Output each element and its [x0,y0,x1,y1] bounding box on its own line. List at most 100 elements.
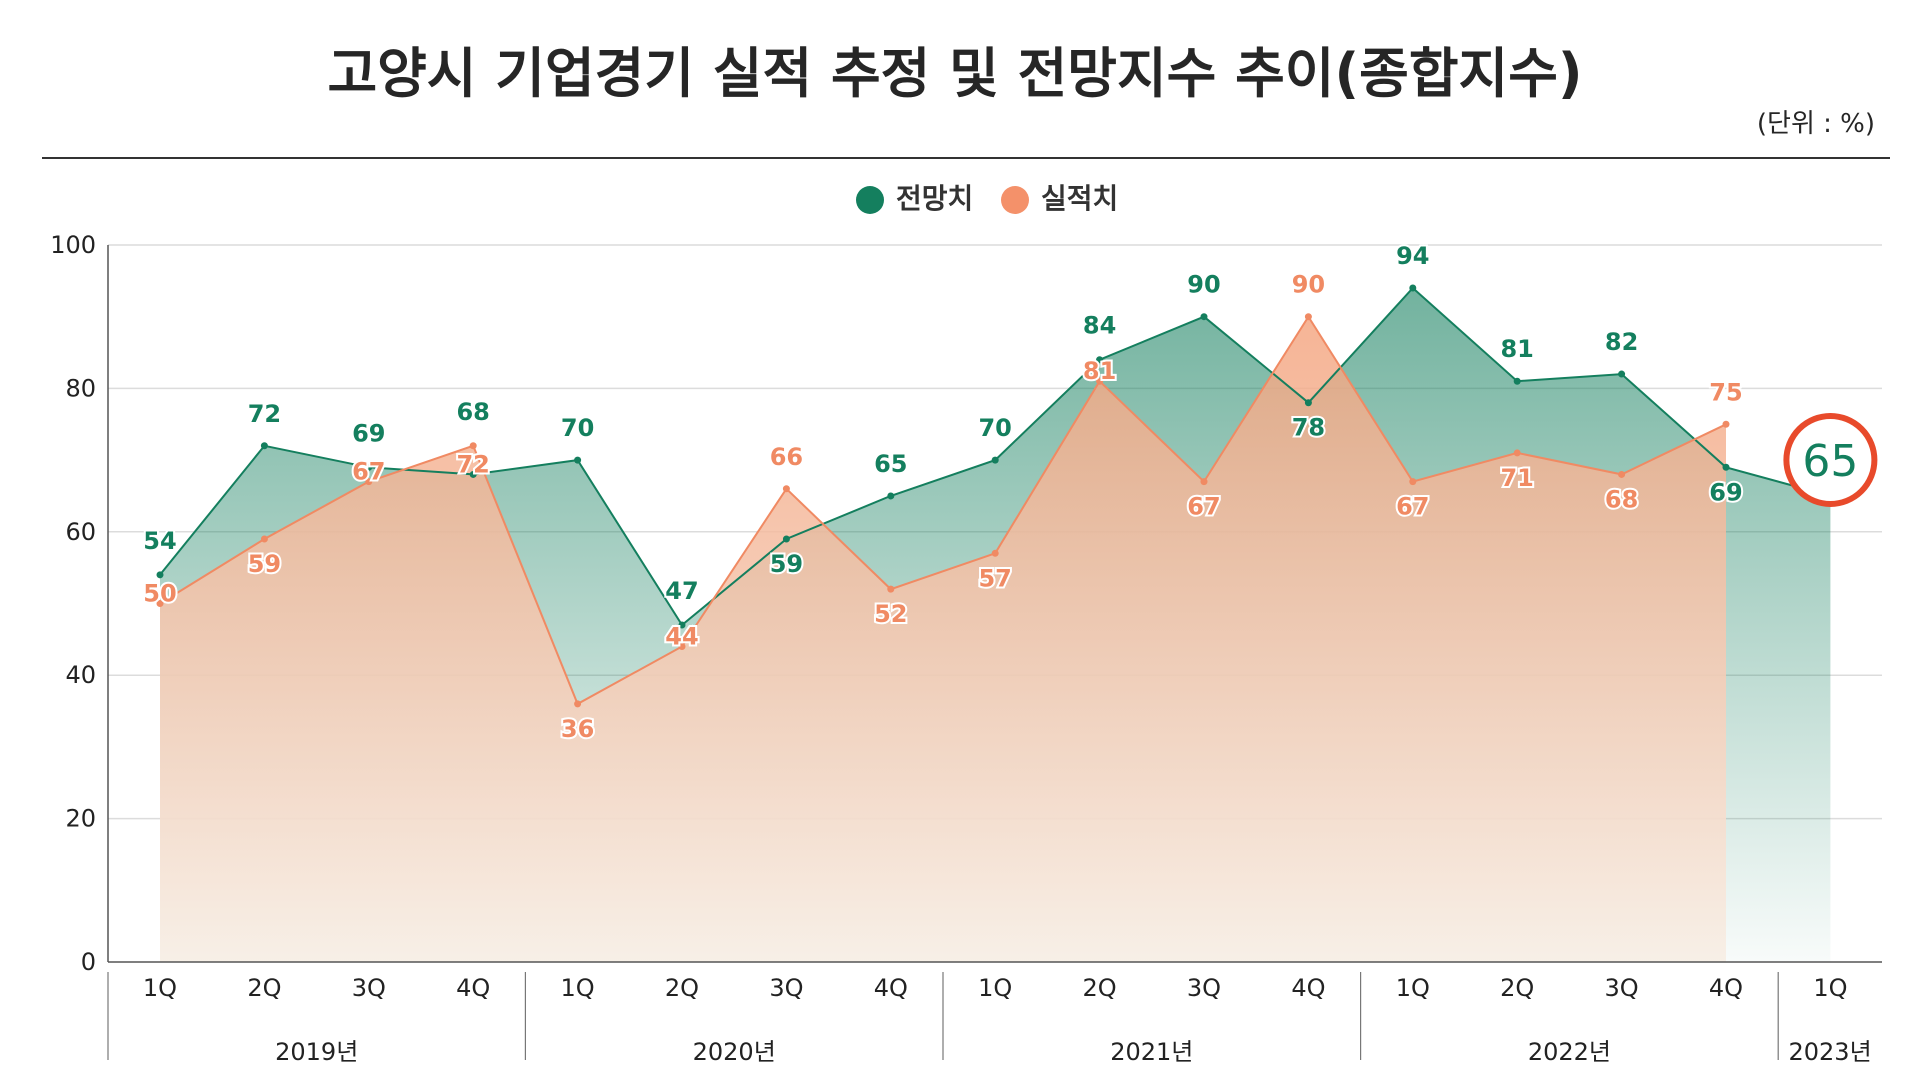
actual-data-label: 68 [1605,485,1638,513]
forecast-data-label: 65 [874,450,907,478]
actual-point [1200,478,1208,486]
forecast-point [782,535,790,543]
actual-data-label: 72 [456,450,489,478]
actual-point [1096,377,1104,385]
x-category-label: 3Q [1605,974,1639,1002]
x-category-label: 2Q [1083,974,1117,1002]
actual-point [887,585,895,593]
legend-actual-marker [1001,186,1029,214]
actual-point [1722,420,1730,428]
actual-data-label: 67 [1396,493,1429,521]
x-category-label: 1Q [1813,974,1847,1002]
forecast-data-label: 70 [978,414,1011,442]
actual-point [678,643,686,651]
y-tick-label: 60 [65,518,96,546]
forecast-data-label: 59 [770,550,803,578]
legend-forecast-label: 전망치 [896,182,973,215]
forecast-point [678,621,686,629]
forecast-data-label: 82 [1605,328,1638,356]
actual-point [991,549,999,557]
y-tick-label: 20 [65,805,96,833]
y-tick-label: 0 [81,948,96,976]
highlight-callout: 65 [1783,412,1878,507]
x-category-label: 3Q [1187,974,1221,1002]
x-category-label: 3Q [769,974,803,1002]
actual-data-label: 36 [561,715,594,743]
actual-data-label: 57 [978,564,1011,592]
x-year-label: 2022년 [1528,1038,1611,1066]
actual-data-label: 66 [770,443,803,471]
highlight-ring [1783,412,1878,507]
actual-data-label: 75 [1709,378,1742,406]
actual-data-label: 90 [1292,271,1325,299]
highlight-value: 65 [1802,436,1858,487]
x-category-label: 4Q [1709,974,1743,1002]
x-year-label: 2019년 [275,1038,358,1066]
forecast-point [1722,463,1730,471]
forecast-data-label: 72 [248,400,281,428]
actual-data-label: 81 [1083,357,1116,385]
x-category-label: 1Q [143,974,177,1002]
forecast-point [365,463,373,471]
forecast-data-label: 84 [1083,312,1116,340]
forecast-point [991,456,999,464]
forecast-point [1304,399,1312,407]
actual-data-label: 67 [352,458,385,486]
actual-data-label: 50 [143,580,176,608]
x-year-label: 2021년 [1110,1038,1193,1066]
legend-forecast-marker [856,186,884,214]
actual-point [1618,470,1626,478]
y-tick-label: 80 [65,374,96,402]
actual-point [156,600,164,607]
forecast-data-label: 70 [561,414,594,442]
x-category-label: 1Q [561,974,595,1002]
actual-area [160,316,1726,962]
chart-title: 고양시 기업경기 실적 추정 및 전망지수 추이(종합지수) [327,42,1582,105]
actual-point [1409,478,1417,486]
forecast-data-label: 69 [1709,478,1742,506]
forecast-data-label: 68 [456,398,489,426]
unit-label: (단위 : %) [1757,109,1875,139]
forecast-point [260,442,268,450]
x-category-label: 1Q [978,974,1012,1002]
forecast-point [156,571,164,579]
actual-point [574,700,582,708]
forecast-data-label: 54 [143,527,176,555]
forecast-point [1618,370,1626,378]
actual-data-label: 59 [248,550,281,578]
forecast-data-label: 90 [1187,271,1220,299]
forecast-data-label: 47 [665,577,698,605]
x-year-label: 2023년 [1789,1038,1872,1066]
legend-actual-label: 실적치 [1041,182,1118,215]
x-category-label: 4Q [1291,974,1325,1002]
x-category-label: 4Q [874,974,908,1002]
forecast-data-label: 81 [1500,335,1533,363]
actual-point [782,485,790,493]
forecast-point [469,470,477,478]
forecast-point [887,492,895,500]
forecast-point [574,456,582,464]
actual-data-label: 67 [1187,493,1220,521]
forecast-data-label: 78 [1292,414,1325,442]
legend: 전망치 실적치 [856,182,1118,215]
actual-data-label: 71 [1500,464,1533,492]
actual-data-label: 52 [874,600,907,628]
actual-point [260,535,268,543]
actual-point [469,442,477,450]
x-category-label: 3Q [352,974,386,1002]
data-labels: 54 72 69 68 70 47 59 65 70 84 90 78 94 81 82 69 50 59 67 72… [141,240,1744,745]
actual-line [159,314,1727,706]
forecast-data-label: 69 [352,419,385,447]
x-category-label: 2Q [1500,974,1534,1002]
actual-point [1304,313,1312,321]
forecast-data-label: 94 [1396,242,1429,270]
x-category-label: 2Q [247,974,281,1002]
actual-point [1513,449,1521,457]
series-areas [160,288,1831,962]
forecast-point [1096,356,1104,364]
axes: 0 20 40 60 80 100 1Q 2Q 3Q 4Q 1Q 2Q 3Q 4Q 1Q 2Q 3Q 4Q 1Q 2Q… [50,231,1882,1066]
actual-data-label: 44 [665,623,698,651]
x-category-label: 1Q [1396,974,1430,1002]
